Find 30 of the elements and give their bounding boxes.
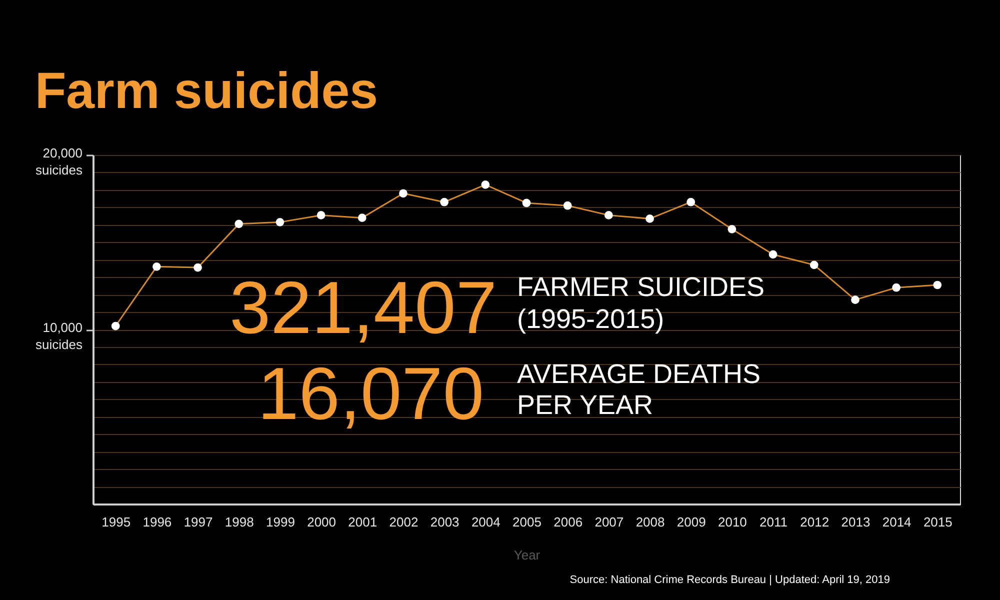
annotation: 321,407 <box>230 266 497 349</box>
x-tick-label: 2008 <box>636 514 665 530</box>
x-tick-label: 2009 <box>676 514 706 530</box>
x-tick-label: 2000 <box>307 514 336 530</box>
x-tick-label: 2013 <box>841 514 870 530</box>
x-tick-label: 2002 <box>389 514 418 530</box>
x-tick-label: 2004 <box>471 514 500 530</box>
x-tick-label: 1996 <box>142 514 172 530</box>
y-tick-label: 20,000 suicides <box>36 146 83 178</box>
source-note: Source: National Crime Records Bureau | Updated: April 19, 2019 <box>570 574 890 586</box>
y-tick-label: 10,000 suicides <box>36 320 83 352</box>
x-tick-label: 2012 <box>800 514 830 530</box>
annotation: 16,070 <box>258 352 484 435</box>
x-tick-label: 2001 <box>348 514 378 530</box>
x-tick-label: 2003 <box>430 514 460 530</box>
x-tick-label: 1997 <box>184 514 213 530</box>
x-tick-label: 2006 <box>554 514 583 530</box>
chart-title: Farm suicides <box>35 62 378 119</box>
x-axis-title: Year <box>514 548 541 562</box>
annotation: AVERAGE DEATHS PER YEAR <box>517 359 761 420</box>
x-tick-label: 2005 <box>512 514 542 530</box>
annotation: FARMER SUICIDES (1995-2015) <box>517 272 765 334</box>
x-tick-label: 2015 <box>923 514 952 530</box>
x-tick-label: 2007 <box>594 514 624 530</box>
x-tick-label: 1999 <box>266 514 295 530</box>
x-tick-label: 2011 <box>760 514 788 530</box>
x-tick-label: 2014 <box>882 514 912 530</box>
x-tick-label: 2010 <box>718 514 747 530</box>
x-tick-label: 1998 <box>224 514 254 530</box>
x-tick-label: 1995 <box>102 514 131 530</box>
